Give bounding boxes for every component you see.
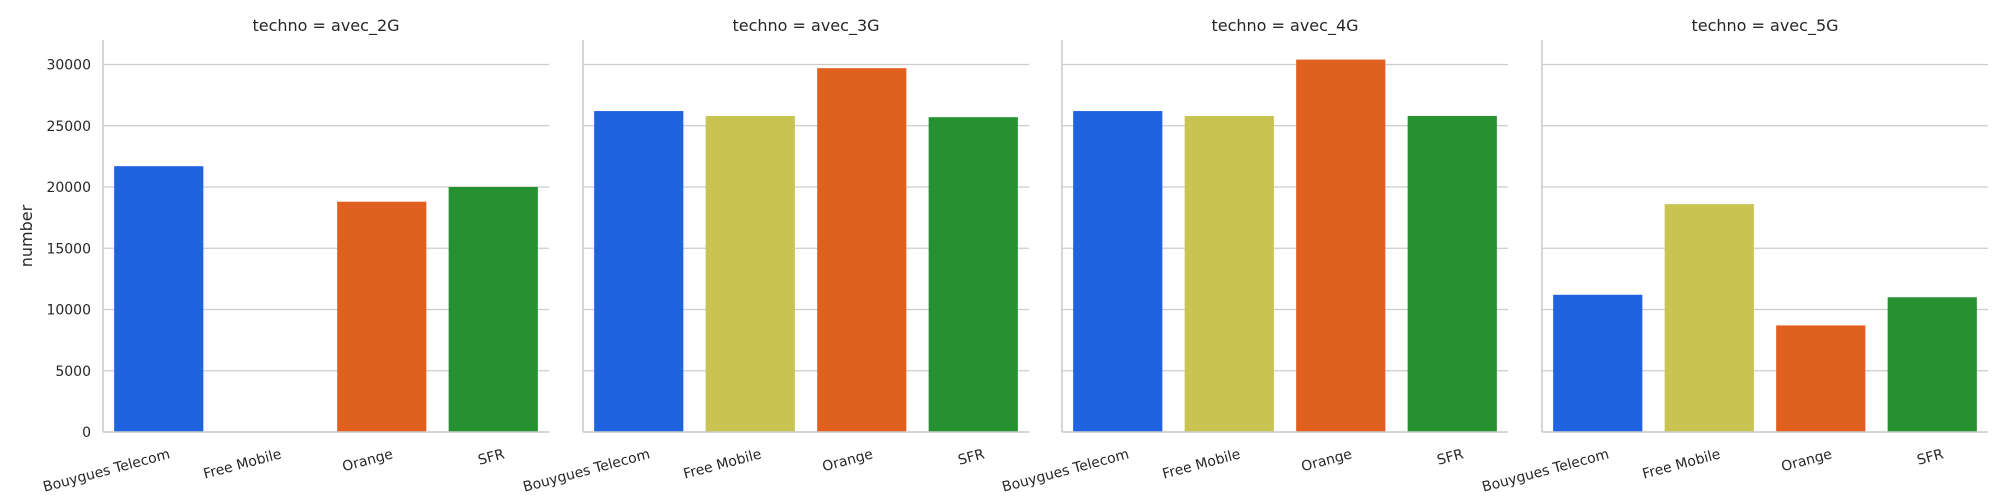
x-tick-label: Free Mobile [202,446,284,482]
facet-title: techno = avec_3G [732,16,879,36]
y-tick-label: 20000 [46,180,91,196]
bar-bouygues-telecom [1073,111,1163,433]
x-tick-label: Orange [821,446,875,475]
x-tick-label: Free Mobile [1641,446,1723,482]
bar-bouygues-telecom [114,166,204,433]
bar-free-mobile [705,115,795,432]
x-tick-label: Bouygues Telecom [1480,446,1610,495]
x-tick-label: Free Mobile [682,446,764,482]
facet-title: techno = avec_5G [1691,16,1838,36]
facet-title: techno = avec_4G [1211,16,1358,36]
x-tick-label: SFR [956,446,986,468]
facet-panel-1: techno = avec_2G Bouygues Telecom Free Mob… [41,16,549,496]
facet-panel-3: techno = avec_4G Bouygues Telecom Free Mob… [1000,16,1508,496]
y-tick-label: 0 [82,425,91,441]
bar-free-mobile [1664,204,1754,432]
x-tick-label: SFR [1915,446,1945,468]
bar-sfr [1407,115,1497,432]
x-tick-label: Bouygues Telecom [41,446,171,495]
bar-bouygues-telecom [1553,294,1643,432]
x-tick-label: Orange [1300,446,1354,475]
x-tick-label: Orange [1780,446,1834,475]
bar-sfr [448,187,538,432]
bar-sfr [1887,297,1977,432]
x-tick-label: SFR [1435,446,1465,468]
bar-bouygues-telecom [594,111,684,433]
facet-panel-2: techno = avec_3G Bouygues Telecom Free Mob… [521,16,1029,496]
bar-orange [1776,325,1866,432]
bar-orange [1296,59,1386,432]
y-tick-label: 10000 [46,303,91,319]
y-tick-label: 30000 [46,58,91,74]
bar-free-mobile [1184,115,1274,432]
facet-title: techno = avec_2G [252,16,399,36]
bar-orange [817,68,907,433]
x-tick-label: Bouygues Telecom [1000,446,1130,495]
y-tick-label: 25000 [46,119,91,135]
bar-sfr [928,117,1018,433]
x-tick-label: Free Mobile [1161,446,1243,482]
bar-orange [337,201,427,432]
y-tick-label: 5000 [55,364,91,380]
facet-panel-4: techno = avec_5G Bouygues Telecom Free Mob… [1480,16,1988,496]
x-tick-label: SFR [476,446,506,468]
y-tick-label: 15000 [46,241,91,257]
y-axis-label: number [17,204,36,267]
x-tick-label: Orange [341,446,395,475]
x-tick-label: Bouygues Telecom [521,446,651,495]
